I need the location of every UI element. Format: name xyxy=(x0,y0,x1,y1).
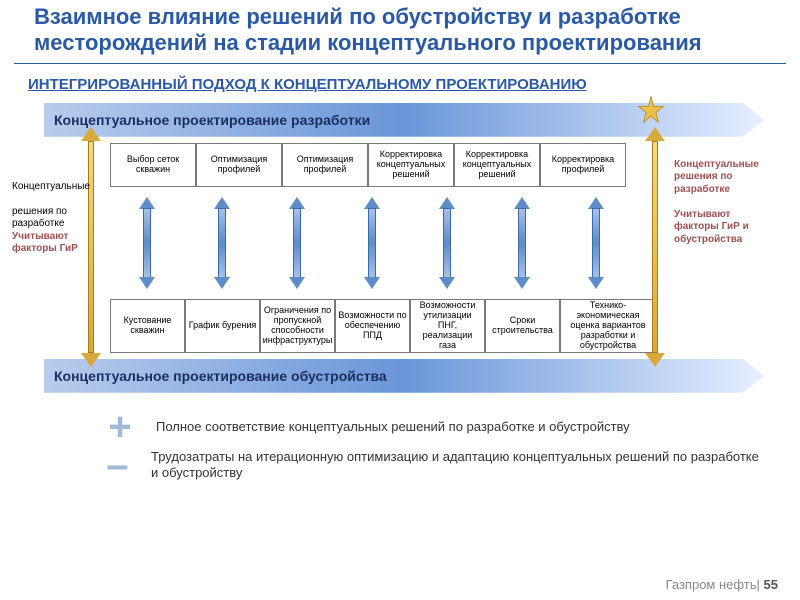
double-arrow-3 xyxy=(365,198,379,288)
side-left-l2: решения по разработке xyxy=(12,206,67,230)
plus-text: Полное соответствие концептуальных решен… xyxy=(156,419,630,435)
star-icon xyxy=(636,95,666,125)
top-cell-1: Оптимизация профилей xyxy=(196,143,282,187)
page-title: Взаимное влияние решений по обустройству… xyxy=(14,0,786,64)
top-row: Выбор сеток скважинОптимизация профилейО… xyxy=(110,143,626,187)
minus-text: Трудозатраты на итерационную оптимизацию… xyxy=(151,449,766,480)
double-arrow-5 xyxy=(515,198,529,288)
double-arrow-6 xyxy=(589,198,603,288)
footer-company: Газпром нефть xyxy=(666,577,757,592)
minus-row: – Трудозатраты на итерационную оптимизац… xyxy=(100,449,766,481)
top-cell-4: Корректировка концептуальных решений xyxy=(454,143,540,187)
double-arrow-4 xyxy=(440,198,454,288)
double-arrow-0 xyxy=(140,198,154,288)
footer: Газпром нефть| 55 xyxy=(666,577,778,592)
double-arrow-1 xyxy=(215,198,229,288)
bottom-cell-1: График бурения xyxy=(185,299,260,353)
top-cell-2: Оптимизация профилей xyxy=(282,143,368,187)
top-cell-3: Корректировка концептуальных решений xyxy=(368,143,454,187)
top-cell-5: Корректировка профилей xyxy=(540,143,626,187)
subtitle: ИНТЕГРИРОВАННЫЙ ПОДХОД К КОНЦЕПТУАЛЬНОМУ… xyxy=(0,76,800,103)
bottom-cell-4: Возможности утилизации ПНГ, реализации г… xyxy=(410,299,485,353)
bottom-cell-5: Сроки строительства xyxy=(485,299,560,353)
bottom-cell-2: Ограничения по пропускной способности ин… xyxy=(260,299,335,353)
minus-icon: – xyxy=(100,449,135,481)
double-arrow-2 xyxy=(290,198,304,288)
side-text-left: Концептуальные решения по разработке Учи… xyxy=(12,181,106,256)
plus-minus-block: + Полное соответствие концептуальных реш… xyxy=(100,411,766,481)
arrows-area xyxy=(110,193,634,293)
side-right-l1: Концептуальные решения по разработке xyxy=(674,159,759,195)
yellow-arrow-right xyxy=(650,131,660,363)
plus-row: + Полное соответствие концептуальных реш… xyxy=(100,411,766,443)
bottom-cell-0: Кустование скважин xyxy=(110,299,185,353)
side-text-right: Концептуальные решения по разработке Учи… xyxy=(674,159,768,247)
side-left-l1: Концептуальные xyxy=(12,181,90,192)
side-left-l3: Учитывают факторы ГиР xyxy=(12,231,78,255)
side-right-l2: Учитывают факторы ГиР и обустройства xyxy=(674,209,749,245)
plus-icon: + xyxy=(100,411,140,443)
top-cell-0: Выбор сеток скважин xyxy=(110,143,196,187)
footer-page: 55 xyxy=(764,577,778,592)
bottom-cell-3: Возможности по обеспечению ППД xyxy=(335,299,410,353)
diagram-area: Концептуальное проектирование разработки… xyxy=(14,103,774,393)
bottom-cell-6: Технико-экономическая оценка вариантов р… xyxy=(560,299,656,353)
bottom-row: Кустование скважинГрафик буренияОграниче… xyxy=(110,299,656,353)
